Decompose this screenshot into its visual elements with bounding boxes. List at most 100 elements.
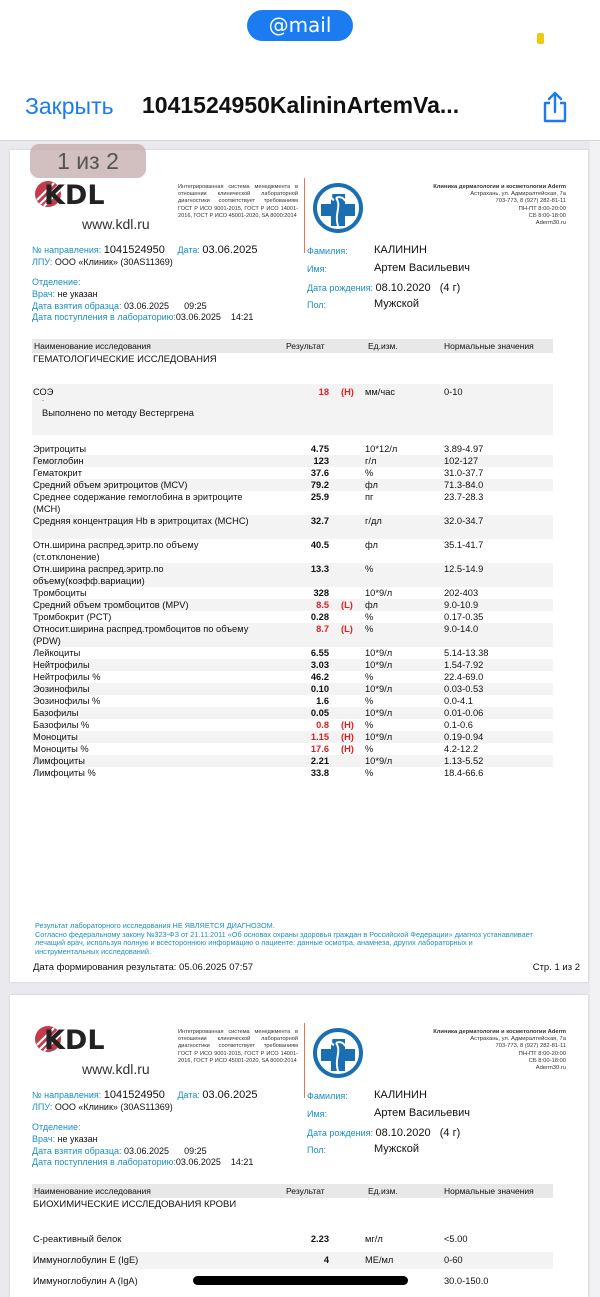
disclaimer-title: Результат лабораторного исследования НЕ … xyxy=(35,921,275,930)
test-result: 0.28 xyxy=(310,612,329,622)
table-row: Гематокрит 37.6% 31.0-37.7 xyxy=(32,467,553,479)
test-unit: % xyxy=(365,720,374,730)
table-header: Наименование исследования Результат Ед.и… xyxy=(32,1184,553,1198)
col-unit: Ед.изм. xyxy=(368,1186,398,1196)
test-range: 0-60 xyxy=(444,1255,463,1265)
table-row: Эритроциты 4.75 10*12/л 3.89-4.97 xyxy=(32,443,553,455)
kdl-logo-mark-icon xyxy=(35,181,61,207)
kdl-logo-text: KDL xyxy=(44,180,105,211)
table-row: Эозинофилы % 1.6% 0.0-4.1 xyxy=(32,695,553,707)
section-title: ГЕМАТОЛОГИЧЕСКИЕ ИССЛЕДОВАНИЯ xyxy=(33,354,217,365)
lpu-value: ООО «Клиник» (30AS11369) xyxy=(54,257,173,267)
dob-value: 08.10.2020 (4 г) xyxy=(375,282,461,294)
iso-statement: Интегрированная система менеджмента в от… xyxy=(178,184,298,219)
test-name: Среднее содержание гемоглобина в эритроц… xyxy=(33,492,243,514)
test-name: Эритроциты xyxy=(33,444,87,454)
test-result: 328 xyxy=(313,588,329,598)
test-unit: % xyxy=(365,672,374,682)
test-range: 1.13-5.52 xyxy=(444,756,484,766)
test-range: 22.4-69.0 xyxy=(444,672,484,682)
clinic-hours-weekdays: ПН-ПТ 8:00-20:00 xyxy=(518,205,566,212)
test-unit: % xyxy=(365,624,374,634)
referral-label: № направления: xyxy=(32,1090,102,1100)
col-result: Результат xyxy=(286,1186,325,1196)
kdl-logo xyxy=(34,1015,164,1071)
pdf-page-1: KDL www.kdl.ru Интегрированная система м… xyxy=(10,150,588,982)
test-unit: 10*9/л xyxy=(365,648,393,658)
lpu-value: ООО «Клиник» (30AS11369) xyxy=(54,1102,173,1112)
test-result: 4 xyxy=(323,1255,329,1265)
kdl-website: www.kdl.ru xyxy=(82,1061,150,1077)
test-unit: мм/час xyxy=(365,387,396,397)
test-name: С-реактивный белок xyxy=(33,1234,122,1244)
kdl-logo xyxy=(34,170,164,226)
sample-date-label: Дата взятия образца: xyxy=(32,1146,122,1156)
test-range: 32.0-34.7 xyxy=(444,516,484,526)
test-unit: 10*9/л xyxy=(365,588,393,598)
surname-label: Фамилия: xyxy=(307,246,348,256)
clinic-name: Клиника дерматологии и косметологии Ader… xyxy=(433,184,566,190)
table-row: Тромбоциты 328 10*9/л 202-403 xyxy=(32,587,553,599)
generated-date: Дата формирования результата: 05.06.2025… xyxy=(33,962,254,973)
department-label: Отделение: xyxy=(32,1122,81,1132)
test-result: 3.03 xyxy=(310,660,329,670)
sex-value: Мужской xyxy=(374,1143,419,1155)
test-range: <5.00 xyxy=(444,1234,468,1244)
share-icon[interactable] xyxy=(540,90,570,124)
table-row: Лимфоциты 2.21 10*9/л 1.13-5.52 xyxy=(32,755,553,767)
col-range: Нормальные значения xyxy=(444,341,534,351)
sex-label: Пол: xyxy=(307,1145,327,1155)
test-result: 6.55 xyxy=(310,648,329,658)
test-name: Базофилы % xyxy=(33,720,90,730)
doctor-label: Врач: xyxy=(32,289,56,299)
scrollbar-track[interactable] xyxy=(590,141,600,1297)
test-unit: фл xyxy=(365,480,378,490)
test-result: 32.7 xyxy=(310,516,329,526)
test-range: 35.1-41.7 xyxy=(444,540,484,550)
table-row: Нейтрофилы 3.03 10*9/л 1.54-7.92 xyxy=(32,659,553,671)
close-button[interactable]: Закрыть xyxy=(25,93,114,119)
test-name: Иммуноглобулин A (IgA) xyxy=(33,1276,138,1286)
table-row: Базофилы % 0.8 (H)% 0.1-0.6 xyxy=(32,719,553,731)
test-result: 0.05 xyxy=(310,708,329,718)
test-range: 3.89-4.97 xyxy=(444,444,484,454)
test-range: 23.7-28.3 xyxy=(444,492,484,502)
clinic-name: Клиника дерматологии и косметологии Ader… xyxy=(433,1029,566,1035)
test-unit: фл xyxy=(365,540,378,550)
test-result: 2.21 xyxy=(310,756,329,766)
lpu-label: ЛПУ: xyxy=(32,257,53,267)
test-name: Моноциты xyxy=(33,732,78,742)
col-range: Нормальные значения xyxy=(444,1186,534,1196)
test-name: Моноциты % xyxy=(33,744,89,754)
test-flag: (H) xyxy=(341,744,354,754)
kdl-logo-text: KDL xyxy=(44,1025,105,1056)
doctor-label: Врач: xyxy=(32,1134,56,1144)
test-range: 0.1-0.6 xyxy=(444,720,473,730)
disclaimer: Результат лабораторного исследования НЕ … xyxy=(35,921,535,956)
col-name: Наименование исследования xyxy=(34,341,151,351)
test-result: 79.2 xyxy=(310,480,329,490)
sample-date: 03.06.2025 09:25 xyxy=(124,1146,207,1156)
test-range: 0.03-0.53 xyxy=(444,684,484,694)
received-date: 03.06.2025 14:21 xyxy=(175,1157,254,1167)
clinic-site: Aderm30.ru xyxy=(535,1065,566,1072)
date-label: Дата: xyxy=(177,245,200,255)
test-result: 18 xyxy=(318,387,329,397)
test-unit: МЕ/мл xyxy=(365,1255,394,1265)
name-value: Артем Васильевич xyxy=(374,1107,470,1119)
test-name: Иммуноглобулин E (IgE) xyxy=(33,1255,139,1265)
clinic-site: Aderm30.ru xyxy=(535,220,566,227)
test-flag: (L) xyxy=(341,600,353,610)
clinic-address: Астрахань, ул. Адмиралтейская, 7а xyxy=(470,1036,566,1043)
header-divider xyxy=(304,178,305,253)
table-row: Относит.ширина распред.тромбоцитов по об… xyxy=(32,623,553,647)
home-indicator[interactable] xyxy=(193,1276,408,1285)
clinic-phone: 703-773, 8 (927) 282-81-11 xyxy=(495,1043,566,1050)
test-unit: % xyxy=(365,468,374,478)
test-result: 8.5 xyxy=(316,600,329,610)
test-result: 37.6 xyxy=(310,468,329,478)
test-name: Отн.ширина распред.эритр.по объему (ст.о… xyxy=(33,540,199,562)
table-row: Моноциты % 17.6 (H)% 4.2-12.2 xyxy=(32,743,553,755)
test-range: 0.19-0.94 xyxy=(444,732,484,742)
page-number: Стр. 1 из 2 xyxy=(532,962,580,973)
